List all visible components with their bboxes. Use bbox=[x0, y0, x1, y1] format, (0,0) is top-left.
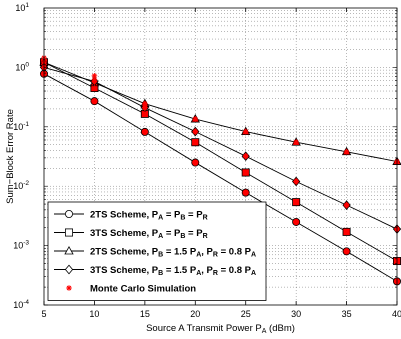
x-tick-label: 35 bbox=[342, 309, 352, 319]
y-axis-label: Sum−Block Error Rate bbox=[5, 109, 16, 204]
legend-label: 2TS Scheme, PA​ = PB​ = PR​ bbox=[90, 210, 208, 222]
monte-carlo-point bbox=[343, 248, 350, 255]
monte-carlo-point bbox=[242, 189, 249, 196]
legend-marker bbox=[65, 209, 74, 218]
monte-carlo-point bbox=[293, 178, 299, 185]
legend-marker bbox=[64, 245, 74, 255]
monte-carlo-point bbox=[91, 98, 98, 104]
legend-item: 2TS Scheme, PA​ = PB​ = PR​ bbox=[54, 210, 208, 222]
legend-label: 2TS Scheme, PB​ = 1.5 PA​, PR​ = 0.8 PA​ bbox=[90, 247, 256, 259]
x-tick-label: 15 bbox=[140, 309, 150, 319]
legend: 2TS Scheme, PA​ = PB​ = PR​ 3TS Scheme, P… bbox=[47, 201, 267, 301]
grid bbox=[44, 8, 397, 305]
legend-item: 2TS Scheme, PB​ = 1.5 PA​, PR​ = 0.8 PA​ bbox=[54, 245, 256, 259]
monte-carlo-point bbox=[192, 159, 199, 166]
legend-item: 3TS Scheme, PA​ = PB​ = PR​ bbox=[54, 228, 208, 240]
x-tick-label: 5 bbox=[41, 309, 46, 319]
monte-carlo-point bbox=[192, 128, 199, 135]
monte-carlo-point bbox=[142, 129, 148, 135]
axis-ticks bbox=[43, 8, 398, 306]
legend-star bbox=[66, 285, 72, 291]
monte-carlo-point bbox=[293, 199, 299, 205]
monte-carlo-point bbox=[142, 111, 148, 117]
legend-marker bbox=[64, 264, 74, 275]
series-line bbox=[43, 66, 398, 230]
series-line bbox=[43, 73, 398, 282]
plot-frame bbox=[43, 7, 398, 306]
y-tick-label: 100 bbox=[15, 61, 29, 72]
legend-label: 3TS Scheme, PB​ = 1.5 PA​, PR​ = 0.8 PA​ bbox=[90, 265, 256, 277]
x-tick-label: 10 bbox=[89, 309, 99, 319]
legend-item: 3TS Scheme, PB​ = 1.5 PA​, PR​ = 0.8 PA​ bbox=[54, 264, 256, 277]
legend-label: 3TS Scheme, PA​ = PB​ = PR​ bbox=[90, 228, 208, 240]
monte-carlo-point bbox=[242, 153, 249, 159]
monte-carlo-point bbox=[91, 76, 98, 83]
monte-carlo-point bbox=[91, 85, 98, 91]
x-tick-label: 20 bbox=[190, 309, 200, 319]
monte-carlo-point bbox=[142, 104, 148, 111]
x-tick-label: 30 bbox=[291, 309, 301, 319]
x-tick-label: 40 bbox=[392, 309, 401, 319]
monte-carlo-point bbox=[343, 202, 350, 208]
monte-carlo-point bbox=[343, 148, 350, 155]
monte-carlo-point bbox=[293, 219, 299, 225]
legend-label: Monte Carlo Simulation bbox=[90, 284, 196, 295]
monte-carlo-point bbox=[242, 169, 249, 176]
y-tick-label: 10-4 bbox=[13, 299, 29, 310]
x-tick-labels: 5 10 15 20 25 30 35 40 bbox=[41, 309, 401, 319]
monte-carlo-point bbox=[242, 128, 249, 135]
legend-marker bbox=[65, 228, 74, 237]
x-tick-label: 25 bbox=[241, 309, 251, 319]
x-axis-label: Source A Transmit Power PA (dBm) bbox=[146, 323, 295, 335]
series-line bbox=[43, 61, 398, 262]
legend-item-monte-carlo: Monte Carlo Simulation bbox=[66, 284, 196, 295]
y-tick-label: 101 bbox=[15, 2, 29, 13]
y-tick-label: 10-2 bbox=[13, 180, 29, 191]
y-tick-labels: 10-4 10-3 10-2 10-1 100 101 bbox=[13, 2, 29, 310]
monte-carlo-point bbox=[293, 139, 299, 146]
monte-carlo-point bbox=[192, 139, 199, 146]
monte-carlo-point bbox=[192, 116, 199, 122]
y-tick-label: 10-3 bbox=[13, 240, 29, 251]
monte-carlo-point bbox=[343, 229, 350, 235]
legend-box bbox=[47, 201, 267, 301]
y-tick-label: 10-1 bbox=[13, 121, 29, 132]
